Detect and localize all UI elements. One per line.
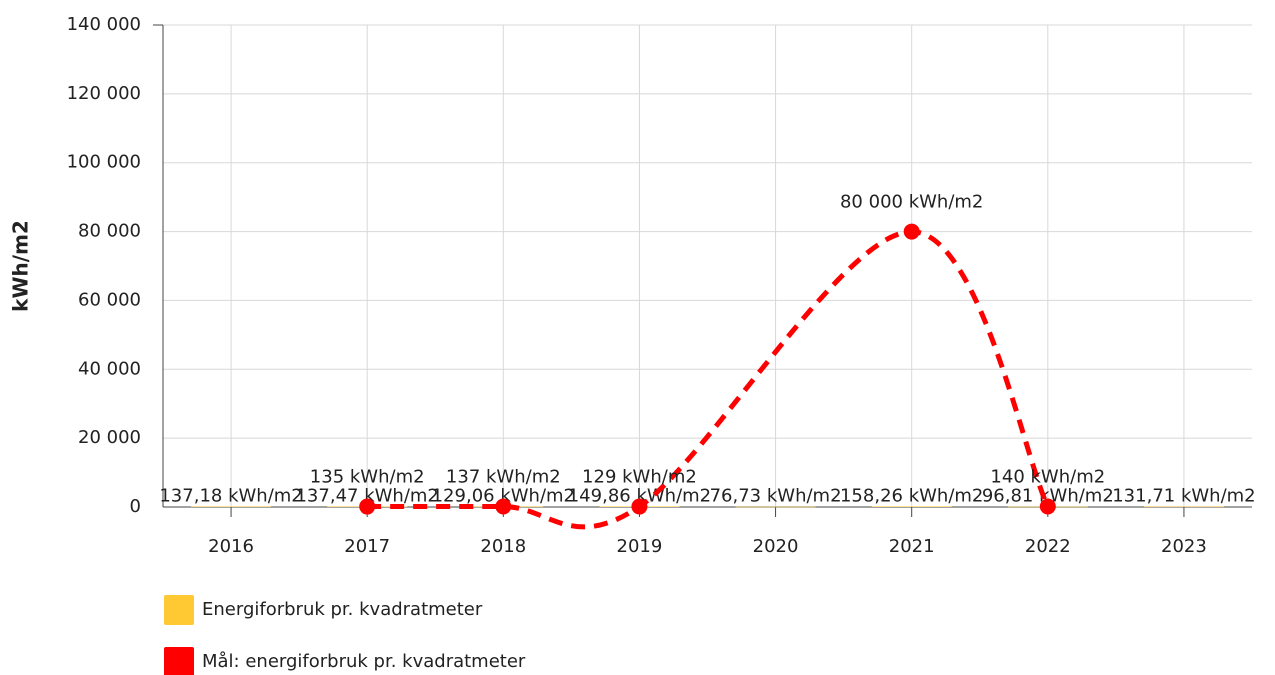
data-label: 131,71 kWh/m2 xyxy=(1112,486,1255,507)
x-tick-label: 2016 xyxy=(208,536,254,557)
marker xyxy=(1039,498,1056,515)
x-tick-label: 2019 xyxy=(617,536,663,557)
y-axis-label: kWh/m2 xyxy=(9,220,33,312)
data-label: 135 kWh/m2 xyxy=(310,467,425,488)
legend-label: Energiforbruk pr. kvadratmeter xyxy=(202,599,483,620)
data-label: 140 kWh/m2 xyxy=(990,467,1105,488)
x-tick-label: 2022 xyxy=(1025,536,1071,557)
x-tick-label: 2017 xyxy=(344,536,390,557)
y-tick-label: 80 000 xyxy=(78,221,141,242)
data-label: 80 000 kWh/m2 xyxy=(840,192,983,213)
y-tick-label: 60 000 xyxy=(78,289,141,310)
y-tick-label: 20 000 xyxy=(78,427,141,448)
bar xyxy=(871,506,952,507)
x-tick-label: 2020 xyxy=(753,536,799,557)
legend-swatch xyxy=(164,595,194,625)
data-label: 96,81 kWh/m2 xyxy=(982,486,1114,507)
legend-swatch xyxy=(164,647,194,675)
data-label: 137 kWh/m2 xyxy=(446,467,561,488)
y-tick-label: 120 000 xyxy=(67,83,141,104)
marker xyxy=(359,498,376,515)
marker xyxy=(631,498,648,515)
data-label: 76,73 kWh/m2 xyxy=(710,486,842,507)
data-label: 137,47 kWh/m2 xyxy=(295,486,438,507)
data-label: 129,06 kWh/m2 xyxy=(432,486,575,507)
marker xyxy=(903,223,920,240)
x-tick-label: 2018 xyxy=(480,536,526,557)
x-tick-label: 2021 xyxy=(889,536,935,557)
data-label: 158,26 kWh/m2 xyxy=(840,485,983,506)
legend-label: Mål: energiforbruk pr. kvadratmeter xyxy=(202,651,526,672)
x-tick-label: 2023 xyxy=(1161,536,1207,557)
y-tick-label: 40 000 xyxy=(78,358,141,379)
y-tick-label: 100 000 xyxy=(67,152,141,173)
data-label: 149,86 kWh/m2 xyxy=(568,485,711,506)
data-label: 137,18 kWh/m2 xyxy=(159,486,302,507)
bar xyxy=(735,506,816,508)
y-tick-label: 140 000 xyxy=(67,14,141,35)
data-label: 129 kWh/m2 xyxy=(582,467,697,488)
bar xyxy=(191,506,272,508)
marker xyxy=(495,498,512,515)
bar xyxy=(1143,506,1224,508)
y-tick-label: 0 xyxy=(130,496,141,517)
